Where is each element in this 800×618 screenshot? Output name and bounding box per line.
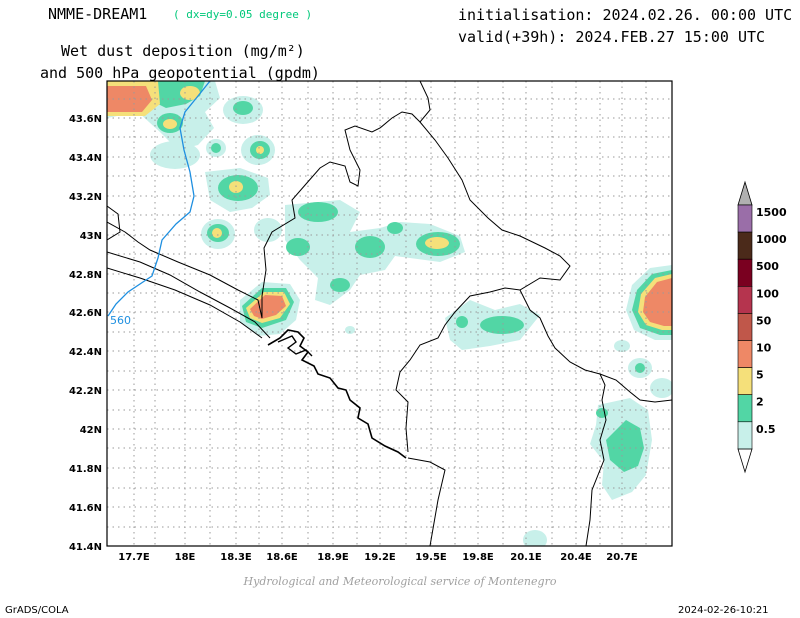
lat-tick-label: 43.4N — [69, 153, 102, 164]
lon-tick-label: 18.6E — [266, 552, 298, 563]
deposition-blob-north — [206, 96, 275, 165]
lon-tick-label: 19.8E — [462, 552, 494, 563]
legend-swatch — [737, 340, 753, 368]
lon-tick-label: 17.7E — [118, 552, 150, 563]
island-outline — [107, 205, 121, 241]
legend-swatch — [737, 258, 753, 287]
legend-label: 2 — [756, 396, 764, 409]
legend-swatch — [737, 313, 753, 341]
legend-swatch — [737, 204, 753, 233]
legend-label: 500 — [756, 260, 779, 273]
deposition-blob-center — [285, 200, 465, 334]
colorbar-legend: 1500 1000 500 100 50 10 5 2 0.5 — [737, 180, 787, 474]
boundaries — [107, 81, 672, 546]
border-montenegro-east — [395, 121, 571, 453]
legend-swatch — [737, 394, 753, 423]
credit-text: Hydrological and Meteorological service … — [243, 575, 557, 588]
lon-tick-label: 19.2E — [364, 552, 396, 563]
deposition-blob-center-west — [201, 168, 282, 249]
legend-label: 1000 — [756, 233, 787, 246]
model-name: NMME-DREAM1 — [48, 5, 148, 23]
coastline-southwest — [107, 267, 263, 339]
contour-label: 560 — [110, 314, 131, 327]
border-montenegro-west — [261, 81, 431, 318]
chart-title-line1: Wet dust deposition (mg/m²) — [61, 42, 305, 60]
lon-tick-label: 18E — [175, 552, 196, 563]
border-croatia-bosnia — [107, 221, 263, 319]
lat-tick-label: 43N — [80, 231, 102, 242]
footer-software: GrADS/COLA — [5, 605, 69, 616]
plot-frame — [106, 80, 673, 547]
legend-swatch — [737, 231, 753, 260]
coastline — [267, 329, 407, 459]
lat-tick-label: 42.2N — [69, 386, 102, 397]
lat-tick-label: 41.6N — [69, 503, 102, 514]
deposition-blob-east — [614, 265, 672, 398]
chart-title-line2: and 500 hPa geopotential (gpdm) — [40, 64, 320, 82]
deposition-blob-albania — [445, 300, 540, 350]
lon-tick-label: 18.3E — [220, 552, 252, 563]
deposition-blob-southeast — [523, 398, 652, 546]
legend-swatch — [737, 421, 753, 450]
legend-label: 5 — [756, 369, 764, 382]
geopotential-560-contour — [107, 81, 211, 317]
lat-tick-label: 42.4N — [69, 347, 102, 358]
deposition-blob-nw — [107, 81, 220, 169]
init-time: initialisation: 2024.02.26. 00:00 UTC — [458, 6, 793, 24]
lon-tick-label: 18.9E — [317, 552, 349, 563]
graticule — [107, 81, 672, 546]
lat-tick-label: 42.8N — [69, 270, 102, 281]
lon-tick-label: 19.5E — [415, 552, 447, 563]
lat-axis-labels: 43.6N 43.4N 43.2N 43N 42.8N 42.6N 42.4N 42.2N 42… — [69, 114, 102, 553]
model-resolution: ( dx=dy=0.05 degree ) — [173, 8, 313, 21]
legend-label: 10 — [756, 342, 772, 355]
legend-swatch — [737, 285, 753, 314]
legend-top-arrow — [737, 180, 753, 206]
border-albania-south — [407, 457, 446, 546]
deposition-field — [107, 81, 672, 546]
border-albania-macedonia — [585, 373, 607, 546]
coastline-west — [107, 251, 271, 339]
lon-axis-labels: 17.7E 18E 18.3E 18.6E 18.9E 19.2E 19.5E 19.8E 20… — [118, 552, 638, 563]
lat-tick-label: 41.8N — [69, 464, 102, 475]
legend-label: 100 — [756, 287, 779, 300]
lat-tick-label: 41.4N — [69, 542, 102, 553]
legend-label: 50 — [756, 314, 772, 327]
border-albania-kosovo — [519, 289, 672, 403]
legend-label: 0.5 — [756, 423, 776, 436]
lat-tick-label: 43.6N — [69, 114, 102, 125]
lat-tick-label: 43.2N — [69, 192, 102, 203]
deposition-blob-coast — [240, 282, 300, 336]
footer-timestamp: 2024-02-26-10:21 — [678, 605, 769, 616]
lon-tick-label: 20.1E — [510, 552, 542, 563]
legend-bottom-arrow — [737, 448, 753, 474]
valid-time: valid(+39h): 2024.FEB.27 15:00 UTC — [458, 28, 766, 46]
lat-tick-label: 42N — [80, 425, 102, 436]
lat-tick-label: 42.6N — [69, 308, 102, 319]
legend-swatch — [737, 367, 753, 396]
lon-tick-label: 20.7E — [606, 552, 638, 563]
coastline-bay — [277, 335, 313, 357]
legend-label: 1500 — [756, 206, 787, 219]
lon-tick-label: 20.4E — [560, 552, 592, 563]
